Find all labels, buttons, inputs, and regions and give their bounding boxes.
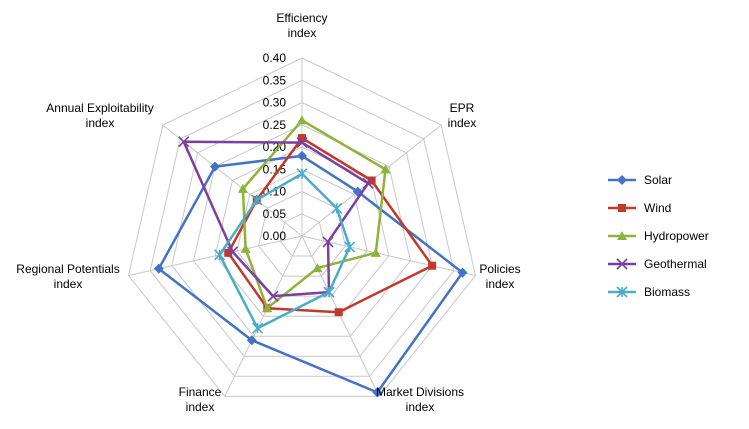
grid-ring — [236, 168, 368, 297]
axis-spoke — [301, 235, 476, 277]
axis-label: Market Divisions index — [376, 385, 464, 414]
data-point-geothermal — [267, 290, 279, 302]
grid-ring — [171, 101, 433, 357]
tick-label: 0.25 — [263, 118, 287, 132]
data-point-wind — [224, 248, 233, 257]
data-point-hydropower — [262, 303, 273, 313]
legend-item-biomass: Biomass — [608, 285, 690, 299]
legend-marker — [617, 231, 627, 240]
data-point-geothermal — [322, 236, 334, 248]
data-point-geothermal — [227, 246, 239, 258]
grid-ring — [192, 124, 412, 337]
data-point-biomass — [214, 249, 226, 261]
data-point-biomass — [323, 286, 335, 298]
legend-item-hydropower: Hydropower — [608, 229, 709, 243]
axis-label: Efficiency index — [276, 11, 327, 40]
grid-ring — [279, 213, 325, 257]
data-point-solar — [246, 335, 257, 346]
data-point-solar — [153, 263, 164, 274]
legend-marker — [618, 204, 626, 212]
axis-spoke — [301, 235, 380, 397]
data-point-wind — [428, 261, 437, 270]
series-line-geothermal — [182, 140, 370, 298]
data-point-wind — [298, 134, 306, 143]
data-point-biomass — [296, 168, 308, 180]
data-point-hydropower — [237, 183, 248, 193]
grid-ring — [149, 79, 455, 377]
data-point-solar — [372, 387, 383, 398]
data-point-hydropower — [370, 247, 381, 257]
legend-item-geothermal: Geothermal — [608, 257, 707, 271]
data-point-biomass — [331, 202, 343, 214]
legend-label: Wind — [644, 201, 671, 215]
data-point-hydropower — [380, 164, 391, 174]
legend-label: Solar — [644, 173, 672, 187]
legend-item-solar: Solar — [608, 173, 672, 187]
legend-marker — [617, 175, 627, 185]
legend-item-wind: Wind — [608, 201, 671, 215]
data-point-hydropower — [312, 263, 323, 273]
axis-spoke — [224, 235, 303, 397]
axis-label: Finance index — [179, 385, 222, 414]
grid-ring — [214, 146, 390, 317]
data-point-hydropower — [297, 115, 307, 125]
axis-label: EPR index — [448, 101, 477, 130]
legend-marker — [616, 286, 628, 298]
data-point-solar — [457, 267, 468, 278]
axis-label: Policies index — [479, 262, 520, 291]
axis-label: Annual Exploitability index — [46, 101, 153, 130]
series-line-biomass — [218, 172, 351, 330]
axis-label: Regional Potentials index — [16, 262, 119, 291]
data-point-biomass — [252, 322, 264, 334]
series-line-solar — [157, 154, 464, 394]
tick-label: 0.30 — [263, 96, 287, 110]
tick-label: 0.00 — [263, 229, 287, 243]
data-point-solar — [297, 150, 307, 161]
legend-label: Hydropower — [644, 229, 709, 243]
tick-label: 0.40 — [263, 51, 287, 65]
data-point-hydropower — [240, 243, 251, 253]
legend-label: Geothermal — [644, 257, 707, 271]
data-point-geothermal — [362, 177, 374, 189]
data-point-biomass — [344, 241, 356, 253]
data-point-biomass — [251, 194, 263, 206]
tick-label: 0.10 — [263, 185, 287, 199]
legend-label: Biomass — [644, 285, 690, 299]
data-point-solar — [210, 161, 221, 172]
series-line-hydropower — [241, 119, 387, 310]
tick-label: 0.35 — [263, 73, 287, 87]
legend-marker — [616, 258, 628, 270]
grid-ring — [127, 57, 477, 397]
data-point-geothermal — [178, 136, 190, 148]
data-point-wind — [334, 308, 343, 317]
data-point-geothermal — [296, 136, 308, 149]
tick-label: 0.05 — [263, 207, 287, 221]
